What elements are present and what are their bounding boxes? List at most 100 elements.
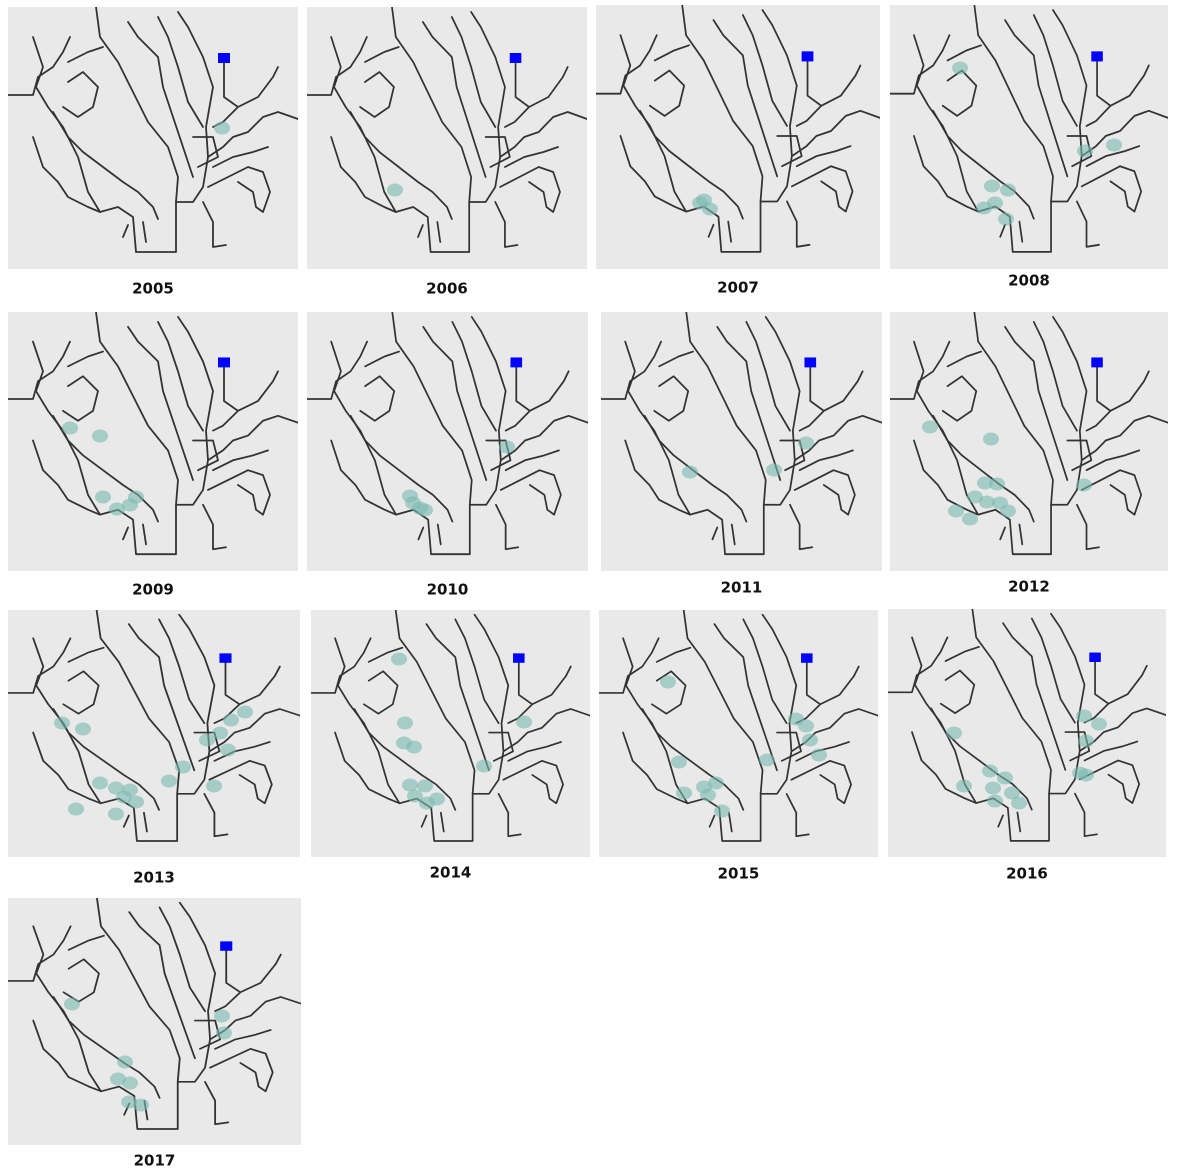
map-panel — [8, 312, 298, 571]
occurrence-dot — [987, 794, 1003, 808]
occurrence-dot — [811, 748, 827, 762]
occurrence-dot — [946, 726, 962, 740]
occurrence-dot — [984, 179, 1000, 193]
occurrence-dot — [977, 476, 993, 490]
occurrence-dot — [122, 1076, 138, 1090]
occurrence-dot — [220, 743, 236, 757]
year-label: 2006 — [426, 280, 468, 298]
occurrence-dot — [237, 705, 253, 719]
occurrence-dot — [1076, 478, 1092, 492]
occurrence-dot — [64, 997, 80, 1011]
map-background — [8, 898, 301, 1145]
occurrence-dot — [397, 716, 413, 730]
year-label: 2013 — [133, 869, 175, 887]
occurrence-dot — [956, 779, 972, 793]
occurrence-dot — [1091, 717, 1107, 731]
occurrence-dot — [676, 786, 692, 800]
occurrence-dot — [682, 465, 698, 479]
occurrence-dot — [429, 792, 445, 806]
occurrence-dot — [216, 1026, 232, 1040]
map-panel — [8, 7, 298, 269]
occurrence-dot — [128, 795, 144, 809]
occurrence-dot — [117, 1055, 133, 1069]
occurrence-dot — [952, 61, 968, 75]
year-label: 2007 — [717, 279, 759, 297]
occurrence-dot — [985, 781, 1001, 795]
year-label: 2011 — [721, 579, 763, 597]
occurrence-dot — [109, 502, 125, 516]
occurrence-dot — [700, 788, 716, 802]
map-panel — [601, 312, 882, 571]
occurrence-dot — [708, 776, 724, 790]
occurrence-dot — [516, 715, 532, 729]
occurrence-dot — [922, 420, 938, 434]
occurrence-dot — [175, 760, 191, 774]
occurrence-dot — [1078, 734, 1094, 748]
map-background — [599, 610, 878, 857]
occurrence-dot — [1078, 768, 1094, 782]
occurrence-dot — [987, 196, 1003, 210]
occurrence-dot — [92, 776, 108, 790]
map-background — [8, 7, 298, 269]
occurrence-dot — [133, 1098, 149, 1112]
occurrence-dot — [223, 713, 239, 727]
map-background — [8, 312, 298, 571]
occurrence-dot — [660, 675, 676, 689]
occurrence-dot — [108, 807, 124, 821]
occurrence-dot — [405, 496, 421, 510]
occurrence-dot — [122, 783, 138, 797]
occurrence-dot — [62, 421, 78, 435]
occurrence-dot — [989, 477, 1005, 491]
occurrence-dot — [1004, 786, 1020, 800]
occurrence-dot — [692, 196, 708, 210]
occurrence-dot — [214, 1009, 230, 1023]
occurrence-dot — [1000, 504, 1016, 518]
map-background — [596, 5, 880, 269]
occurrence-dot — [798, 719, 814, 733]
occurrence-dot — [92, 429, 108, 443]
occurrence-dot — [1076, 709, 1092, 723]
occurrence-dot — [417, 779, 433, 793]
occurrence-dot — [407, 789, 423, 803]
occurrence-dot — [671, 755, 687, 769]
year-label: 2015 — [718, 865, 760, 883]
year-label: 2010 — [427, 581, 469, 599]
map-panel — [307, 7, 587, 269]
occurrence-dot — [998, 212, 1014, 226]
year-label: 2009 — [132, 581, 174, 599]
map-panel — [8, 610, 300, 857]
map-background — [890, 5, 1168, 269]
map-panel — [888, 609, 1166, 857]
map-background — [8, 610, 300, 857]
occurrence-dot — [979, 495, 995, 509]
occurrence-dot — [402, 778, 418, 792]
map-panel — [599, 610, 878, 857]
map-background — [307, 312, 588, 571]
map-panel — [890, 5, 1168, 269]
occurrence-dot — [387, 183, 403, 197]
occurrence-dot — [714, 804, 730, 818]
map-background — [311, 610, 590, 857]
year-label: 2005 — [132, 280, 174, 298]
occurrence-dot — [110, 1072, 126, 1086]
year-label: 2012 — [1008, 578, 1050, 596]
occurrence-dot — [417, 503, 433, 517]
occurrence-dot — [759, 753, 775, 767]
occurrence-dot — [1011, 796, 1027, 810]
year-label: 2017 — [134, 1152, 176, 1170]
occurrence-dot — [75, 722, 91, 736]
map-panel — [311, 610, 590, 857]
occurrence-dot — [499, 440, 515, 454]
occurrence-dot — [95, 490, 111, 504]
occurrence-dot — [1000, 183, 1016, 197]
occurrence-dot — [121, 1095, 137, 1109]
occurrence-dot — [476, 759, 492, 773]
occurrence-dot — [54, 716, 70, 730]
occurrence-dot — [962, 512, 978, 526]
occurrence-dot — [983, 432, 999, 446]
occurrence-dot — [967, 490, 983, 504]
occurrence-dot — [391, 652, 407, 666]
year-label: 2016 — [1006, 865, 1048, 883]
occurrence-dot — [214, 121, 230, 135]
